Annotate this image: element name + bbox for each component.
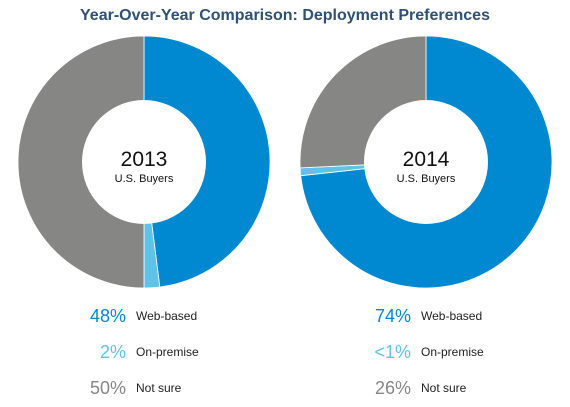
legend-value: 2%	[99, 341, 126, 362]
legend-label: On-premise	[421, 345, 484, 359]
donut-center-year: 2013	[121, 148, 168, 171]
legend-label: Web-based	[421, 309, 483, 323]
legend-label: On-premise	[136, 345, 199, 359]
chart-title: Year-Over-Year Comparison: Deployment Pr…	[80, 7, 490, 24]
donut-svg-2014: 2014 U.S. Buyers	[299, 35, 553, 289]
donut-chart-2014: 2014 U.S. Buyers	[299, 35, 553, 289]
legend-item-web-based: 48% Web-based	[70, 298, 270, 334]
legend-value: 50%	[89, 377, 126, 398]
legend-2013: 48% Web-based 2% On-premise 50% Not sure	[70, 298, 270, 406]
legend-2014: 74% Web-based <1% On-premise 26% Not sur…	[355, 298, 555, 406]
donut-hole	[82, 100, 206, 224]
legend-item-not-sure: 50% Not sure	[70, 370, 270, 406]
legend-item-on-premise: <1% On-premise	[355, 334, 555, 370]
legend-item-web-based: 74% Web-based	[355, 298, 555, 334]
donut-slice-not-sure	[17, 35, 145, 289]
legend-value: 26%	[374, 377, 411, 398]
legend-value: 74%	[374, 305, 411, 326]
legend-label: Not sure	[421, 381, 467, 395]
donut-chart-2013: 2013 U.S. Buyers	[17, 35, 271, 289]
donut-svg-2013: 2013 U.S. Buyers	[17, 35, 271, 289]
donut-slice-web-based	[143, 35, 271, 288]
legend-label: Not sure	[136, 381, 182, 395]
donut-center-sublabel: U.S. Buyers	[397, 173, 456, 185]
legend-value: 48%	[89, 305, 126, 326]
donut-hole	[364, 100, 488, 224]
donut-center-year: 2014	[403, 148, 450, 171]
legend-item-on-premise: 2% On-premise	[70, 334, 270, 370]
legend-label: Web-based	[136, 309, 198, 323]
donut-center-sublabel: U.S. Buyers	[115, 173, 174, 185]
legend-item-not-sure: 26% Not sure	[355, 370, 555, 406]
legend-value: <1%	[374, 341, 411, 362]
